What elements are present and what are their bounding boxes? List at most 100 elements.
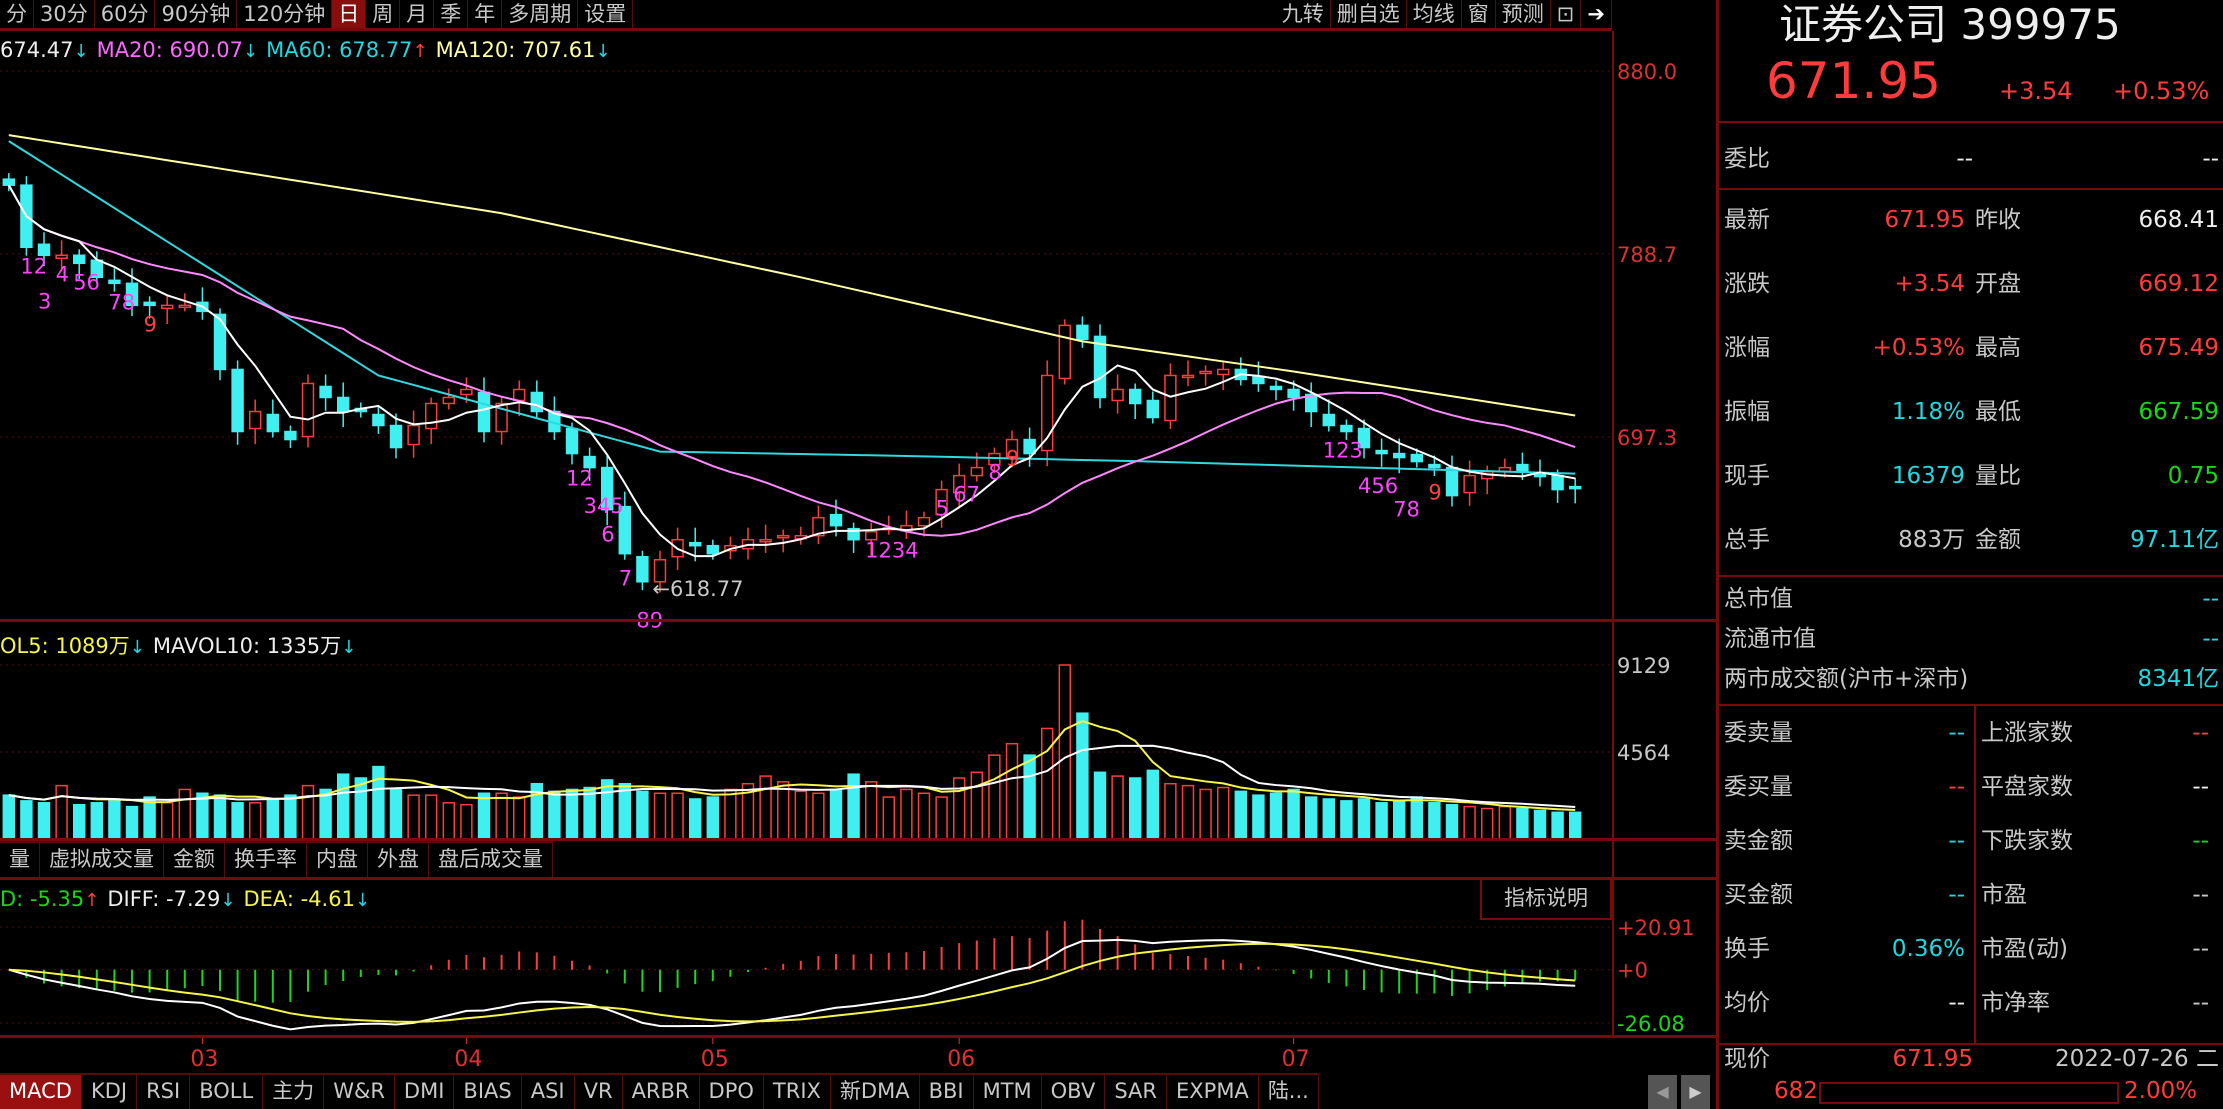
lock-icon[interactable]: ⊡ [1551, 0, 1582, 28]
volume-tick-label: 9129 [1617, 654, 1670, 678]
volume-bar [1392, 800, 1406, 840]
sequence-label: 67 [953, 483, 980, 507]
scroll-right-icon[interactable]: ▶ [1681, 1075, 1710, 1109]
volume-bar [248, 802, 262, 840]
toolbar-button[interactable]: 均线 [1407, 0, 1462, 28]
candle-body [248, 410, 262, 430]
period-tab[interactable]: 30分 [34, 0, 95, 28]
indicator-tab[interactable]: ASI [521, 1073, 575, 1109]
candle-body [266, 413, 280, 433]
macd-tick-label: -26.08 [1617, 1012, 1685, 1036]
volume-tab[interactable]: 盘后成交量 [429, 841, 553, 877]
collapse-panel-icon[interactable]: ➔ [1581, 0, 1612, 28]
indicator-tab[interactable]: BBI [919, 1073, 974, 1109]
candle-body [477, 391, 491, 433]
volume-tab[interactable]: 量 [0, 841, 40, 877]
period-tab[interactable]: 90分钟 [155, 0, 238, 28]
candle-body [970, 466, 984, 477]
volume-bar [1058, 664, 1072, 840]
toolbar-button[interactable]: 删自选 [1331, 0, 1407, 28]
diff-value: DIFF: -7.29 [107, 887, 221, 911]
indicator-tab[interactable]: MACD [0, 1073, 82, 1109]
volume-bar [776, 781, 790, 840]
sequence-label: 3 [38, 289, 51, 313]
candle-body [213, 313, 227, 371]
grid-label: 委买量 [1724, 774, 1793, 800]
indicator-tab[interactable]: 主力 [263, 1073, 325, 1109]
quote-value: 97.11亿 [2130, 527, 2219, 553]
quote-label: 开盘 [1975, 271, 2021, 297]
volume-tab[interactable]: 虚拟成交量 [40, 841, 164, 877]
ma120-value: MA120: 707.61 [435, 38, 596, 62]
footer-date: 2022-07-26 二 [2055, 1046, 2219, 1072]
volume-bar [1199, 788, 1212, 840]
indicator-tab[interactable]: RSI [137, 1073, 191, 1109]
quote-value: 667.59 [2138, 399, 2219, 425]
volume-tab[interactable]: 外盘 [368, 841, 429, 877]
volume-tab[interactable]: 金额 [164, 841, 225, 877]
indicator-tab[interactable]: EXPMA [1167, 1073, 1259, 1109]
period-tab[interactable]: 多周期 [502, 0, 579, 28]
scroll-left-icon[interactable]: ◀ [1648, 1075, 1677, 1109]
candle-body [178, 304, 192, 309]
grid-value: -- [2192, 882, 2209, 908]
security-title: 证券公司 399975 [1779, 0, 2121, 49]
volume-bar [372, 765, 385, 840]
indicator-tab[interactable]: BIAS [454, 1073, 522, 1109]
indicator-tab[interactable]: 陆... [1258, 1073, 1319, 1109]
period-tab[interactable]: 日 [332, 0, 367, 28]
volume-bar [970, 771, 984, 840]
macd-arrow: ↑ [84, 890, 100, 911]
volume-tab[interactable]: 内盘 [307, 841, 368, 877]
volume-bar [196, 792, 209, 840]
volume-tab[interactable]: 换手率 [225, 841, 307, 877]
volume-bar [495, 792, 508, 840]
indicator-tab[interactable]: DMI [394, 1073, 455, 1109]
indicator-tab[interactable]: OBV [1041, 1073, 1106, 1109]
month-label: 04 [454, 1047, 482, 1072]
indicator-tab[interactable]: W&R [324, 1073, 395, 1109]
period-tab[interactable]: 120分钟 [237, 0, 333, 28]
sequence-label: 456 [1358, 474, 1398, 498]
period-tab[interactable]: 60分 [95, 0, 156, 28]
period-tab[interactable]: 周 [366, 0, 401, 28]
price-tick-label: 788.7 [1617, 243, 1677, 267]
candle-body [653, 558, 667, 583]
candle-body [1040, 374, 1054, 452]
indicator-tab[interactable]: ARBR [622, 1073, 700, 1109]
indicator-tab[interactable]: 新DMA [830, 1073, 920, 1109]
indicator-tab[interactable]: TRIX [763, 1073, 831, 1109]
volume-bar [794, 790, 808, 840]
sequence-label: 5 [936, 497, 949, 521]
period-tab[interactable]: 设置 [578, 0, 634, 28]
indicator-help-button[interactable]: 指标说明 [1480, 880, 1612, 920]
indicator-tab[interactable]: KDJ [81, 1073, 138, 1109]
toolbar-button[interactable]: 九转 [1276, 0, 1331, 28]
period-tab[interactable]: 季 [434, 0, 469, 28]
candle-body [1340, 424, 1353, 433]
weicha-value: -- [2202, 146, 2219, 172]
volume-bar [653, 792, 667, 840]
sequence-label: 9 [144, 312, 157, 336]
indicator-tab[interactable]: MTM [973, 1073, 1042, 1109]
period-tab[interactable]: 月 [400, 0, 435, 28]
volume-bar [1480, 807, 1494, 840]
indicator-tab[interactable]: SAR [1105, 1073, 1167, 1109]
grid-label: 买金额 [1724, 882, 1793, 908]
toolbar-button[interactable]: 预测 [1496, 0, 1551, 28]
indicator-tab[interactable]: DPO [699, 1073, 764, 1109]
volume-bar [1093, 771, 1107, 840]
toolbar-button[interactable]: 窗 [1462, 0, 1496, 28]
volume-bar [1164, 782, 1177, 840]
period-tab[interactable]: 年 [468, 0, 503, 28]
indicator-tab[interactable]: VR [574, 1073, 623, 1109]
price-tick-label: 697.3 [1617, 426, 1677, 450]
candle-body [1428, 463, 1441, 469]
market-label: 流通市值 [1724, 626, 1816, 652]
volume-bar [336, 773, 350, 840]
indicator-tab[interactable]: BOLL [190, 1073, 264, 1109]
quote-value: 671.95 [1884, 207, 1965, 233]
candle-body [495, 402, 508, 433]
quote-value: +3.54 [1894, 271, 1965, 297]
period-tab[interactable]: 分 [0, 0, 34, 28]
